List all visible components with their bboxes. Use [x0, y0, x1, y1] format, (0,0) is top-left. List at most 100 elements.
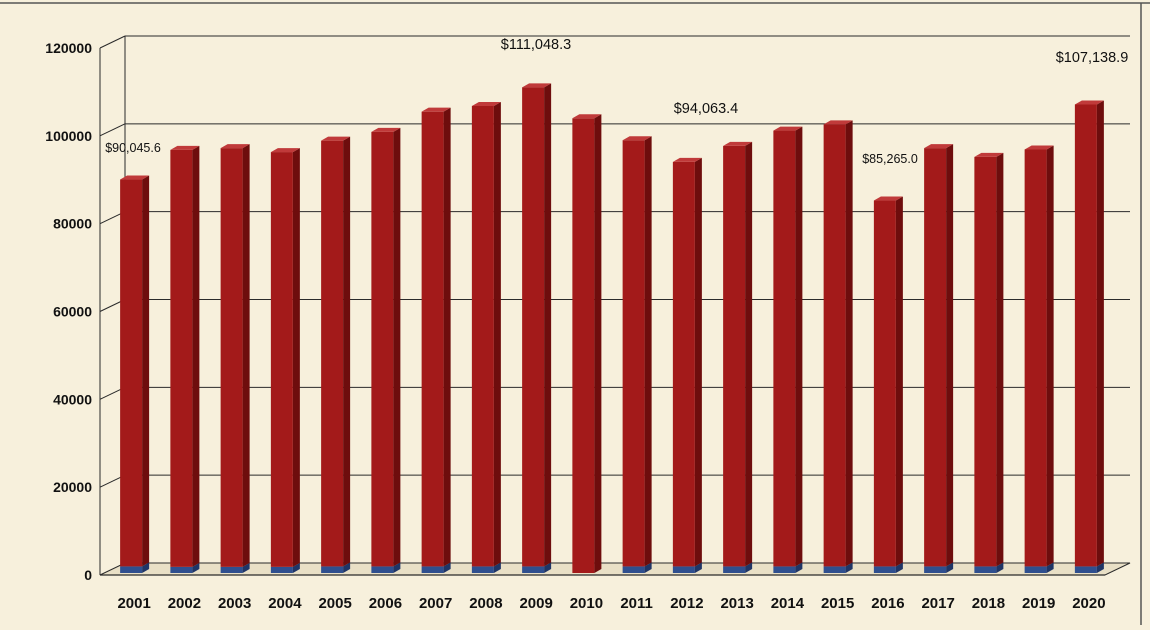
bar-side — [544, 83, 552, 567]
base-bar-side — [946, 562, 954, 573]
base-bar-side — [393, 562, 401, 573]
x-tick-label: 2018 — [972, 595, 1005, 612]
y-tick-label: 120000 — [45, 40, 92, 56]
base-bar-side — [845, 562, 853, 573]
base-bar — [1074, 566, 1097, 573]
base-bar-side — [544, 562, 552, 573]
bar — [723, 145, 746, 567]
bar — [622, 140, 645, 567]
bar-top — [1024, 145, 1054, 150]
base-bar-side — [745, 562, 753, 573]
bar — [270, 152, 293, 567]
bar-top — [974, 152, 1004, 157]
base-bar — [723, 566, 746, 573]
gridline-side — [99, 123, 126, 137]
x-tick-label: 2003 — [218, 595, 251, 612]
base-bar-side — [1046, 562, 1054, 573]
x-tick-label: 2013 — [720, 595, 753, 612]
bar-side — [142, 175, 150, 567]
base-bar-side — [493, 562, 501, 573]
x-tick-label: 2010 — [570, 595, 603, 612]
bar-side — [745, 141, 753, 567]
bar-side — [192, 145, 200, 567]
base-bar — [823, 566, 846, 573]
bar-side — [594, 114, 602, 574]
bar — [1024, 149, 1047, 567]
bar-top — [823, 120, 853, 125]
bar-top — [672, 157, 702, 162]
y-tick-label: 40000 — [53, 391, 92, 407]
bar-side — [343, 136, 351, 567]
bar-top — [270, 148, 300, 153]
bar-side — [895, 196, 903, 567]
data-label: $85,265.0 — [862, 152, 918, 166]
bar-side — [946, 144, 954, 567]
base-bar — [371, 566, 394, 573]
x-tick-label: 2019 — [1022, 595, 1055, 612]
x-tick-label: 2007 — [419, 595, 452, 612]
bar-top — [773, 126, 803, 131]
y-tick-label: 20000 — [53, 479, 92, 495]
base-bar — [120, 566, 143, 573]
bar-top — [371, 127, 401, 132]
base-bar — [220, 566, 243, 573]
base-bar-side — [443, 562, 451, 573]
bar — [421, 111, 444, 567]
bar — [522, 87, 545, 567]
x-tick-label: 2012 — [670, 595, 703, 612]
bar-side — [845, 120, 853, 567]
x-tick-label: 2009 — [519, 595, 552, 612]
bar-top — [1074, 100, 1104, 105]
base-bar — [974, 566, 997, 573]
base-bar-side — [292, 562, 300, 573]
bar-top — [220, 144, 250, 149]
bar-side — [292, 148, 300, 567]
bar-side — [996, 152, 1004, 567]
bar-top — [471, 101, 501, 106]
x-tick-label: 2001 — [117, 595, 150, 612]
bar-top — [170, 145, 200, 150]
base-bar — [773, 566, 796, 573]
data-label: $90,045.6 — [105, 141, 161, 155]
bar — [672, 161, 695, 567]
base-bar-side — [192, 562, 200, 573]
data-label: $94,063.4 — [674, 101, 739, 117]
bar-side — [443, 107, 451, 567]
base-bar — [170, 566, 193, 573]
bar-top — [873, 196, 903, 201]
bar-side — [393, 127, 401, 567]
x-tick-label: 2008 — [469, 595, 502, 612]
label-layer: $90,045.6 $111,048.3 $94,063.4 $85,265.0 $10… — [105, 37, 1128, 166]
bar — [572, 118, 595, 574]
base-bar-side — [694, 562, 702, 573]
y-tick-label: 100000 — [45, 128, 92, 144]
base-bar-side — [895, 562, 903, 573]
base-bar-side — [1096, 562, 1104, 573]
x-tick-label: 2002 — [168, 595, 201, 612]
bar-top — [723, 141, 753, 146]
base-bar — [421, 566, 444, 573]
x-tick-label: 2014 — [771, 595, 805, 612]
bar-side — [795, 126, 803, 567]
bar-side — [1046, 145, 1054, 567]
bar — [321, 140, 344, 567]
y-tick-label: 60000 — [53, 304, 92, 320]
base-bar — [924, 566, 947, 573]
base-bar — [622, 566, 645, 573]
bar-top — [421, 107, 451, 112]
bar — [974, 156, 997, 567]
x-tick-label: 2006 — [369, 595, 402, 612]
bar-top — [572, 114, 602, 119]
base-bar — [471, 566, 494, 573]
bar — [873, 200, 896, 567]
base-bar-side — [242, 562, 250, 573]
bar-top — [622, 136, 652, 141]
bar — [120, 179, 143, 567]
x-tick-label: 2005 — [318, 595, 351, 612]
base-bar — [672, 566, 695, 573]
bar-top — [321, 136, 351, 141]
bar-side — [242, 144, 250, 567]
bar-top — [924, 144, 954, 149]
